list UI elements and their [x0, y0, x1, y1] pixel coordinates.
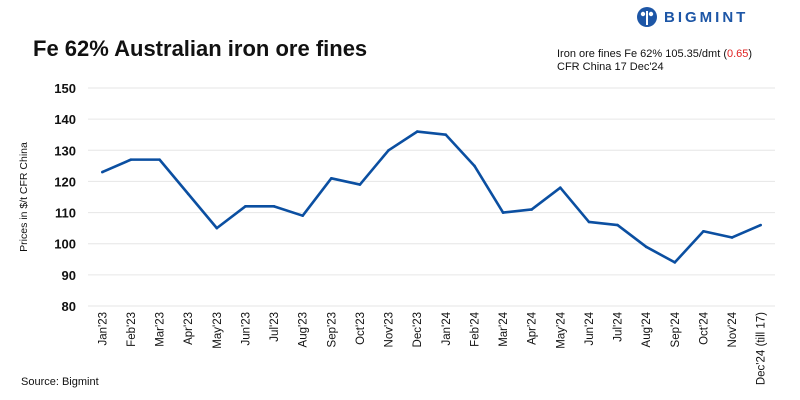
x-tick-label: Sep'24: [670, 311, 682, 347]
data-point: [673, 261, 677, 264]
data-point: [702, 229, 705, 233]
price-info: Iron ore fines Fe 62% 105.35/dmt (0.65) …: [557, 48, 752, 74]
brand-logo: BIGMINT: [636, 6, 748, 28]
x-tick-label: Jul'23: [269, 312, 281, 342]
x-tick-label: Nov'23: [384, 312, 396, 347]
data-point: [644, 245, 648, 249]
x-tick-label: Sep'23: [326, 312, 338, 347]
y-tick-label: 80: [62, 299, 76, 314]
data-point: [158, 158, 161, 161]
x-tick-label: Oct'23: [355, 312, 367, 345]
data-point: [358, 183, 362, 186]
data-point: [387, 148, 390, 152]
data-point: [244, 205, 247, 208]
y-tick-label: 90: [62, 268, 76, 283]
series-line: [101, 130, 762, 264]
x-tick-label: Apr'24: [527, 311, 539, 344]
x-tick-label: Feb'24: [469, 311, 481, 346]
x-tick-label: Mar'24: [498, 311, 510, 346]
data-point: [272, 205, 276, 208]
x-tick-label: Jun'24: [584, 311, 596, 345]
price-info-text: Iron ore fines Fe 62% 105.35/dmt (: [557, 48, 727, 60]
x-tick-label: Jul'24: [613, 311, 625, 341]
x-tick-label: Feb'23: [126, 312, 138, 347]
price-change: 0.65: [726, 48, 749, 60]
data-point: [101, 170, 104, 174]
x-tick-label: Jan'23: [97, 312, 109, 346]
x-tick-label: Oct'24: [698, 311, 710, 344]
x-tick-label: Aug'23: [298, 312, 310, 347]
data-point: [415, 130, 419, 133]
x-tick-label: Apr'23: [183, 312, 195, 345]
x-tick-label: May'24: [555, 311, 567, 348]
chart-title: Fe 62% Australian iron ore fines: [33, 36, 368, 61]
bigmint-logo-icon: [637, 7, 657, 27]
y-tick-label: 110: [55, 206, 76, 221]
price-info-close: ): [748, 48, 753, 60]
data-point: [186, 192, 190, 196]
price-info-date: CFR China 17 Dec'24: [557, 61, 664, 73]
y-tick-label: 100: [54, 237, 76, 252]
x-tick-label: Dec'23: [412, 312, 424, 347]
data-point: [501, 211, 505, 214]
x-tick-label: Dec'24 (till 17): [756, 312, 768, 385]
x-tick-label: Aug'24: [641, 311, 653, 347]
x-tick-label: Mar'23: [155, 312, 167, 347]
y-tick-label: 140: [54, 112, 76, 127]
y-tick-label: 150: [54, 81, 76, 96]
data-point: [730, 236, 734, 239]
x-tick-label: Jan'24: [441, 311, 453, 345]
brand-name: BIGMINT: [664, 8, 749, 26]
x-tick-label: May'23: [212, 312, 224, 349]
data-point: [129, 158, 133, 161]
data-point: [530, 208, 533, 211]
data-point: [759, 223, 762, 227]
data-point: [444, 133, 448, 137]
x-tick-label: Jun'23: [240, 312, 252, 346]
y-tick-label: 130: [54, 143, 76, 158]
data-point: [587, 220, 591, 224]
data-point: [616, 223, 619, 227]
data-point: [215, 226, 219, 230]
x-tick-label: Nov'24: [727, 311, 739, 347]
data-point: [559, 186, 562, 189]
data-point: [301, 214, 304, 217]
data-point: [330, 177, 333, 180]
source-note: Source: Bigmint: [21, 376, 99, 388]
data-point: [473, 164, 476, 168]
y-tick-label: 120: [54, 174, 76, 189]
y-axis-label: Prices in $/t CFR China: [18, 142, 30, 252]
